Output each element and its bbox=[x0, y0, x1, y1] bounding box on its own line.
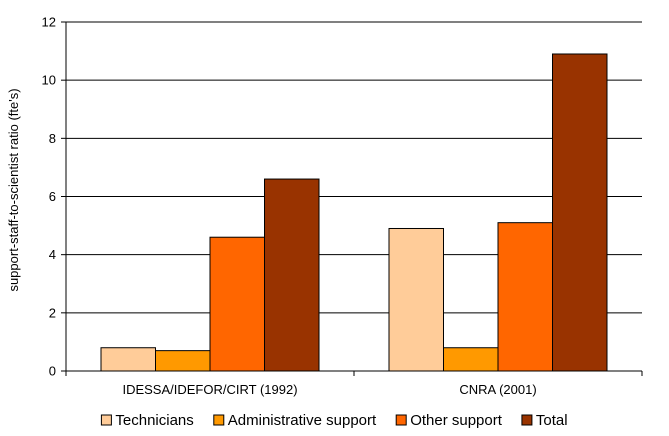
x-tick-label: CNRA (2001) bbox=[459, 382, 536, 397]
axes bbox=[61, 21, 643, 376]
y-tick-label: 10 bbox=[42, 73, 56, 88]
bar-technicians bbox=[388, 227, 444, 372]
legend-swatch bbox=[395, 414, 407, 426]
legend: Technicians Administrative support Other s… bbox=[100, 412, 568, 429]
x-tick-labels: IDESSA/IDEFOR/CIRT (1992) CNRA (2001) bbox=[122, 382, 536, 397]
y-tick-label: 4 bbox=[49, 247, 56, 262]
bar-other-support bbox=[209, 236, 265, 372]
legend-swatch bbox=[213, 414, 225, 426]
y-tick-label: 8 bbox=[49, 131, 56, 146]
y-tick-label: 2 bbox=[49, 305, 56, 320]
legend-item: Total bbox=[521, 412, 568, 429]
legend-swatch bbox=[100, 414, 112, 426]
bar-total bbox=[264, 178, 320, 372]
bars bbox=[100, 53, 608, 372]
bar-administrative-support bbox=[155, 350, 211, 372]
legend-label: Technicians bbox=[115, 412, 193, 429]
legend-swatch bbox=[521, 414, 533, 426]
bar-other-support bbox=[497, 222, 553, 372]
y-tick-label: 0 bbox=[49, 364, 56, 379]
legend-label: Other support bbox=[410, 412, 503, 429]
legend-item: Technicians bbox=[100, 412, 194, 429]
legend-item: Other support bbox=[395, 412, 503, 429]
y-tick-label: 12 bbox=[42, 15, 56, 30]
bar-total bbox=[552, 53, 608, 372]
y-tick-labels: 0 2 4 6 8 10 12 bbox=[42, 15, 56, 379]
y-axis-title: support-staff-to-scientist ratio (fte's) bbox=[6, 88, 21, 291]
x-tick-label: IDESSA/IDEFOR/CIRT (1992) bbox=[122, 382, 297, 397]
bar-technicians bbox=[100, 347, 156, 372]
legend-label: Administrative support bbox=[228, 412, 377, 429]
legend-label: Total bbox=[536, 412, 568, 429]
legend-item: Administrative support bbox=[213, 412, 377, 429]
bar-administrative-support bbox=[443, 347, 499, 372]
y-tick-label: 6 bbox=[49, 189, 56, 204]
